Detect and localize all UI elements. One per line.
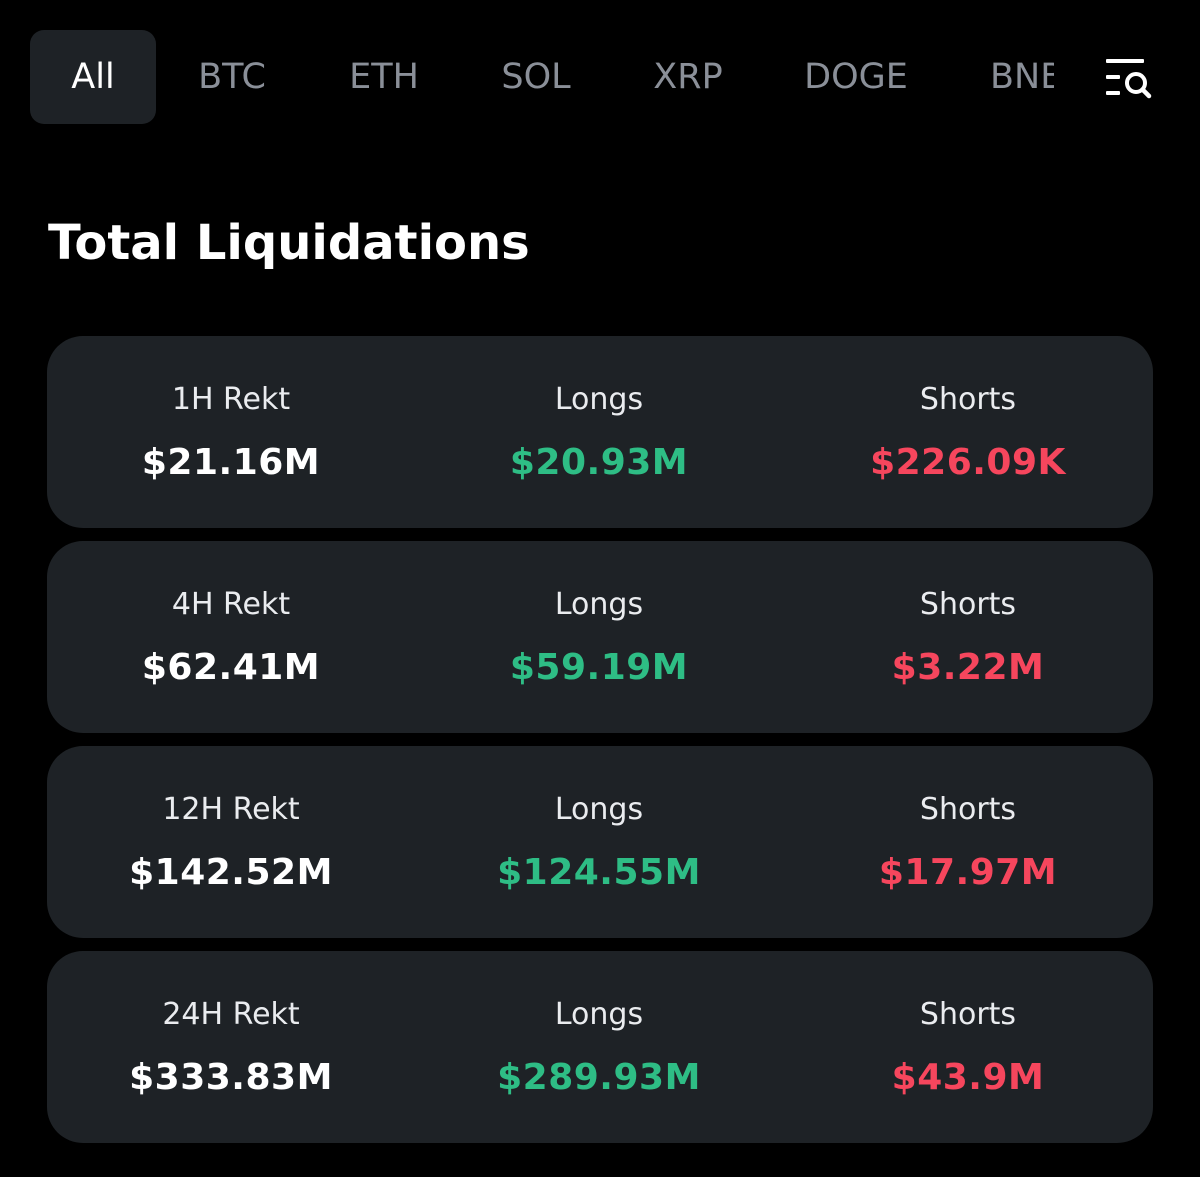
list-search-icon[interactable]: [1104, 56, 1154, 100]
tab-sol[interactable]: SOL: [501, 57, 571, 97]
longs-column: Longs $59.19M: [415, 541, 783, 733]
total-column: 12H Rekt $142.52M: [47, 746, 415, 938]
tab-bnb[interactable]: BNB: [990, 57, 1054, 97]
shorts-column: Shorts $3.22M: [784, 541, 1152, 733]
shorts-label: Shorts: [919, 587, 1017, 622]
shorts-value: $43.9M: [891, 1057, 1045, 1098]
page-title: Total Liquidations: [48, 215, 530, 271]
shorts-value: $3.22M: [891, 647, 1045, 688]
tab-xrp[interactable]: XRP: [653, 57, 723, 97]
longs-column: Longs $289.93M: [415, 951, 783, 1143]
shorts-label: Shorts: [919, 792, 1017, 827]
shorts-column: Shorts $17.97M: [784, 746, 1152, 938]
coin-tab-bar: All BTC ETH SOL XRP DOGE BNB: [0, 0, 1200, 150]
liquidation-card-12h: 12H Rekt $142.52M Longs $124.55M Shorts …: [47, 746, 1153, 938]
shorts-value: $17.97M: [878, 852, 1058, 893]
total-value: $142.52M: [129, 852, 333, 893]
tab-eth[interactable]: ETH: [349, 57, 419, 97]
shorts-column: Shorts $226.09K: [784, 336, 1152, 528]
period-label: 4H Rekt: [171, 587, 291, 622]
total-value: $62.41M: [141, 647, 321, 688]
longs-value: $289.93M: [497, 1057, 701, 1098]
total-value: $21.16M: [141, 442, 321, 483]
longs-value: $59.19M: [509, 647, 689, 688]
shorts-value: $226.09K: [870, 442, 1066, 483]
shorts-label: Shorts: [919, 997, 1017, 1032]
longs-label: Longs: [554, 792, 644, 827]
total-column: 24H Rekt $333.83M: [47, 951, 415, 1143]
period-label: 24H Rekt: [162, 997, 300, 1032]
shorts-column: Shorts $43.9M: [784, 951, 1152, 1143]
liquidation-card-24h: 24H Rekt $333.83M Longs $289.93M Shorts …: [47, 951, 1153, 1143]
longs-column: Longs $124.55M: [415, 746, 783, 938]
tab-doge[interactable]: DOGE: [804, 57, 908, 97]
liquidation-card-4h: 4H Rekt $62.41M Longs $59.19M Shorts $3.…: [47, 541, 1153, 733]
liquidation-card-1h: 1H Rekt $21.16M Longs $20.93M Shorts $22…: [47, 336, 1153, 528]
period-label: 1H Rekt: [171, 382, 291, 417]
total-value: $333.83M: [129, 1057, 333, 1098]
period-label: 12H Rekt: [162, 792, 300, 827]
shorts-label: Shorts: [919, 382, 1017, 417]
longs-value: $124.55M: [497, 852, 701, 893]
tab-btc[interactable]: BTC: [198, 57, 266, 97]
longs-column: Longs $20.93M: [415, 336, 783, 528]
tab-all[interactable]: All: [30, 30, 156, 124]
longs-label: Longs: [554, 382, 644, 417]
longs-label: Longs: [554, 587, 644, 622]
total-column: 4H Rekt $62.41M: [47, 541, 415, 733]
total-column: 1H Rekt $21.16M: [47, 336, 415, 528]
longs-label: Longs: [554, 997, 644, 1032]
longs-value: $20.93M: [509, 442, 689, 483]
